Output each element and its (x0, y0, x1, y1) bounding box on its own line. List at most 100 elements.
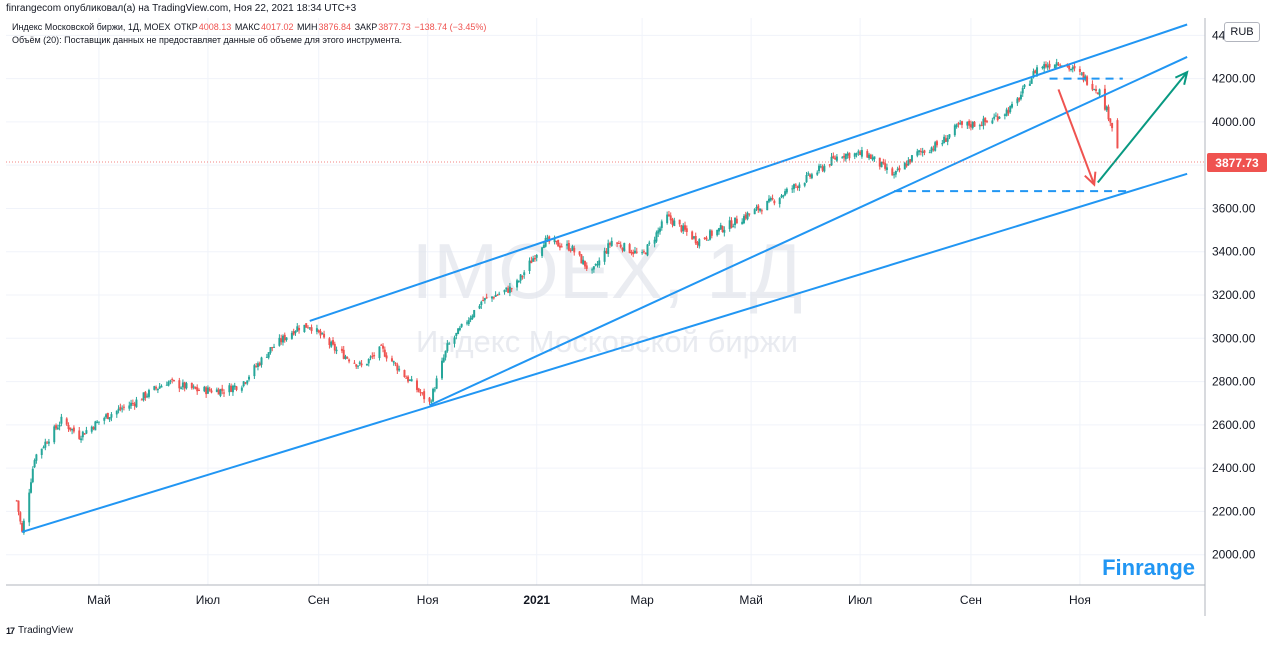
candle (155, 385, 158, 391)
candle (240, 385, 243, 393)
candle (571, 244, 574, 251)
trendline-middle-support[interactable] (429, 56, 1188, 407)
candle (734, 217, 737, 229)
candle (986, 120, 988, 124)
candle (430, 399, 433, 404)
candle (591, 267, 594, 274)
candle (442, 354, 445, 363)
price-tick-label: 3400.00 (1212, 245, 1256, 259)
candle (857, 149, 860, 156)
footer: 17 TradingView (6, 625, 73, 636)
candle (156, 388, 159, 394)
trendline-upper-channel[interactable] (309, 23, 1188, 322)
candle (122, 404, 125, 411)
candle (660, 219, 663, 231)
candle (255, 363, 258, 368)
candle (705, 235, 708, 241)
candle (432, 387, 435, 403)
time-tick-label: Сен (308, 593, 330, 607)
candle (959, 119, 962, 126)
candle (340, 346, 343, 354)
tradingview-logo-icon[interactable]: 17 (6, 625, 15, 636)
candle (460, 323, 463, 329)
candle (930, 146, 933, 154)
candle (742, 214, 745, 225)
candle (180, 386, 183, 390)
candle (830, 152, 833, 166)
candle (142, 392, 145, 402)
arrow-up[interactable] (1097, 70, 1189, 184)
candle (478, 304, 481, 310)
candle (342, 345, 345, 360)
candle (684, 221, 687, 232)
last-price-badge: 3877.73 (1207, 153, 1267, 172)
candle (1046, 62, 1049, 71)
candle (907, 157, 910, 166)
candle (423, 388, 426, 403)
candle (807, 171, 810, 176)
candle (957, 121, 960, 128)
candle (317, 329, 320, 334)
candle (1023, 84, 1026, 89)
candle (859, 150, 862, 156)
candle (682, 223, 685, 235)
candle (215, 387, 218, 393)
candle (623, 242, 626, 252)
candle (835, 154, 838, 163)
candle (773, 199, 776, 206)
candle (267, 352, 270, 360)
candle (580, 253, 583, 264)
candle (944, 135, 947, 142)
candle (896, 166, 899, 172)
candle (233, 382, 236, 390)
candle (108, 417, 111, 423)
candle (1009, 105, 1012, 114)
candle (782, 194, 785, 199)
candle (642, 249, 645, 254)
candle (541, 246, 544, 258)
candle (619, 241, 622, 249)
candle (885, 163, 888, 174)
candle (903, 161, 906, 170)
candle (119, 403, 122, 412)
candle (946, 134, 949, 146)
symbol-name[interactable]: Индекс Московской биржи, 1Д, MOEX (12, 22, 171, 32)
arrow-down[interactable] (1057, 89, 1097, 187)
candle (417, 387, 420, 393)
candle (667, 210, 670, 217)
axes (6, 18, 1206, 616)
trendline-lower-support[interactable] (21, 172, 1188, 533)
candle (205, 386, 208, 398)
candle (567, 240, 570, 252)
candle (306, 325, 309, 329)
candle (483, 297, 486, 304)
candle (115, 410, 118, 418)
candle (71, 428, 74, 435)
candle (909, 158, 912, 165)
candle (103, 416, 106, 425)
candle (335, 346, 338, 355)
high-label: МАКС (234, 22, 260, 32)
candle (617, 240, 620, 245)
candle (28, 488, 31, 527)
candle (928, 149, 931, 154)
currency-button[interactable]: RUB (1224, 22, 1260, 42)
candle (292, 328, 295, 336)
candle (918, 149, 921, 156)
candle (469, 315, 472, 323)
candle (768, 195, 770, 204)
candle (1071, 64, 1074, 73)
candle (628, 242, 631, 254)
candle (673, 217, 676, 227)
candle (655, 230, 658, 243)
candle (880, 161, 883, 168)
candle (569, 248, 572, 253)
price-tick-label: 2000.00 (1212, 548, 1256, 562)
candle (871, 154, 874, 162)
candle (746, 211, 749, 221)
candle (1105, 105, 1108, 112)
candle (269, 347, 272, 355)
candle (735, 215, 738, 224)
candle (398, 365, 401, 372)
